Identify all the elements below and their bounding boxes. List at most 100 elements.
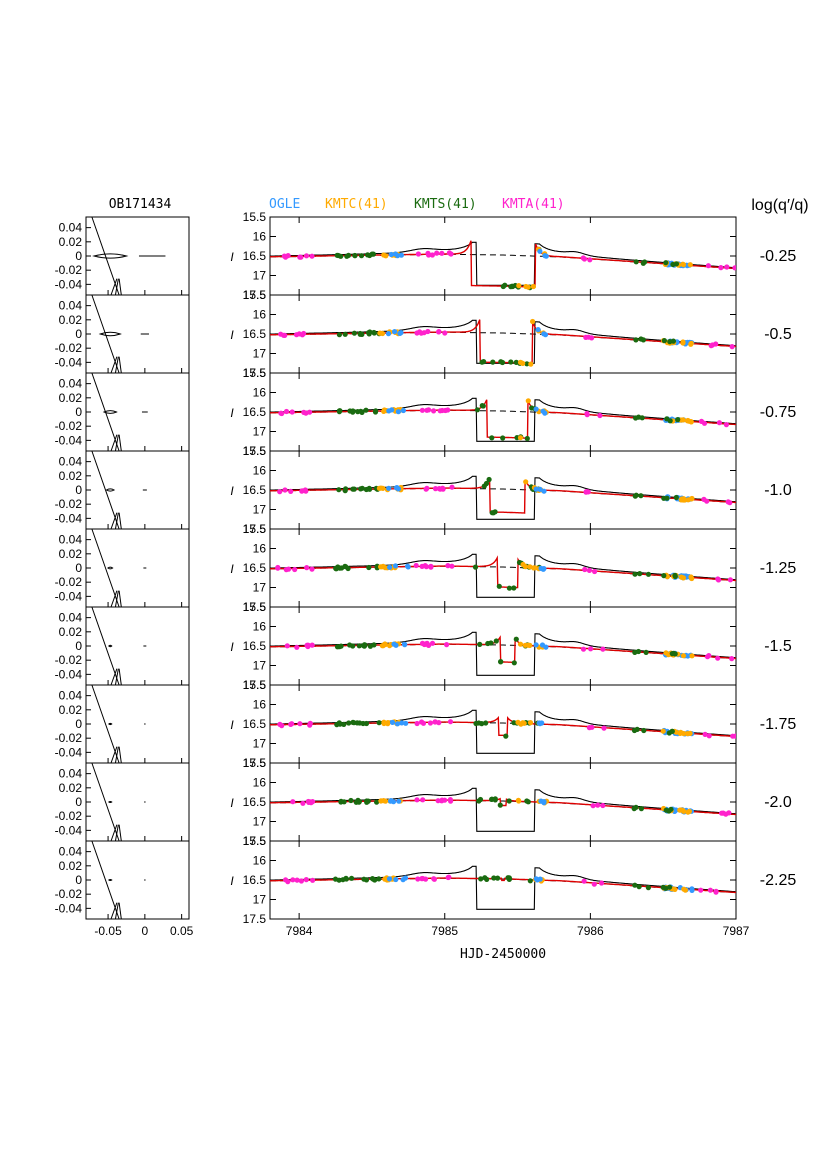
kmts-point bbox=[483, 480, 490, 487]
kmta-point bbox=[705, 263, 712, 269]
kmta-point bbox=[698, 887, 704, 893]
legend-entry: KMTC(41) bbox=[325, 197, 388, 212]
kmta-point bbox=[587, 257, 593, 263]
kmta-point bbox=[420, 875, 426, 882]
y-tick-label: 16.5 bbox=[243, 483, 267, 497]
caustic-y-tick-label: 0.04 bbox=[59, 221, 83, 235]
kmtc-point bbox=[516, 798, 522, 804]
ogle-point bbox=[541, 800, 547, 806]
kmts-point bbox=[505, 875, 511, 881]
panel: 0.040.020-0.02-0.04 15.5 16 16.5 17 17.5 I -2.0 bbox=[55, 756, 792, 848]
kmta-point bbox=[600, 802, 606, 809]
ogle-point bbox=[395, 409, 401, 415]
panel: 0.040.020-0.02-0.04 15.5 16 16.5 17 17.5 I -1.5 bbox=[55, 600, 792, 692]
lightcurve bbox=[270, 553, 736, 598]
y-axis-label: I bbox=[230, 250, 234, 264]
single-lens-model bbox=[270, 409, 734, 425]
y-tick-label: 17.5 bbox=[243, 288, 267, 302]
kmta-point bbox=[294, 644, 300, 650]
kmts-point bbox=[351, 330, 357, 336]
kmts-point bbox=[348, 797, 354, 804]
kmta-point bbox=[289, 409, 295, 415]
kmts-point bbox=[491, 875, 497, 881]
y-tick-label: 17.5 bbox=[243, 366, 267, 380]
kmts-point bbox=[347, 642, 353, 648]
caustic-y-tick-label: -0.02 bbox=[55, 497, 83, 511]
kmts-point bbox=[506, 585, 512, 591]
kmtc-point bbox=[385, 720, 391, 726]
kmts-point bbox=[493, 638, 499, 644]
kmts-point bbox=[513, 636, 519, 642]
kmtc-point bbox=[528, 361, 534, 367]
kmts-point bbox=[371, 329, 377, 336]
kmts-point bbox=[345, 565, 351, 572]
caustic-y-tick-label: -0.04 bbox=[55, 901, 83, 915]
source-trajectory bbox=[91, 762, 122, 842]
kmta-point bbox=[580, 255, 586, 261]
kmts-point bbox=[346, 720, 352, 726]
kmtc-point bbox=[378, 798, 384, 804]
kmts-point bbox=[671, 650, 677, 657]
trajectory-line bbox=[110, 434, 118, 452]
kmts-point bbox=[474, 407, 480, 413]
kmts-point bbox=[477, 641, 483, 648]
kmta-point bbox=[708, 343, 714, 349]
kmta-point bbox=[439, 250, 445, 256]
log-q-ratio-label: -1.0 bbox=[764, 482, 792, 499]
caustic-y-tick-label: 0.02 bbox=[59, 235, 83, 249]
y-axis-label: I bbox=[230, 406, 234, 420]
ogle-point bbox=[400, 407, 406, 414]
kmts-point bbox=[667, 884, 673, 890]
ogle-point bbox=[405, 563, 411, 569]
caustic-y-tick-label: 0.02 bbox=[59, 781, 83, 795]
kmts-point bbox=[640, 337, 647, 343]
ogle-point bbox=[391, 641, 397, 647]
kmtc-point bbox=[681, 730, 687, 737]
kmts-point bbox=[525, 799, 531, 805]
y-tick-label: 16 bbox=[253, 542, 267, 556]
kmts-point bbox=[344, 253, 350, 259]
kmts-point bbox=[524, 361, 530, 367]
ogle-point bbox=[394, 485, 400, 491]
legend-entry: KMTS(41) bbox=[414, 197, 477, 212]
caustic-y-tick-label: 0 bbox=[75, 249, 82, 263]
kmts-point bbox=[369, 876, 376, 882]
kmts-point bbox=[335, 252, 341, 259]
caustic-frame bbox=[85, 762, 190, 842]
kmts-point bbox=[336, 720, 342, 726]
ogle-point bbox=[540, 408, 546, 414]
kmts-point bbox=[336, 487, 342, 493]
y-tick-label: 15.5 bbox=[243, 288, 267, 302]
kmts-point bbox=[499, 359, 506, 366]
kmta-point bbox=[600, 646, 606, 652]
kmts-point bbox=[637, 571, 643, 577]
kmts-point bbox=[490, 359, 496, 365]
kmta-point bbox=[421, 330, 427, 336]
kmta-point bbox=[598, 880, 605, 886]
kmts-point bbox=[673, 494, 679, 501]
kmts-point bbox=[333, 566, 339, 572]
lightcurve bbox=[270, 397, 736, 442]
ogle-point bbox=[386, 485, 392, 491]
kmta-point bbox=[300, 800, 306, 806]
kmta-point bbox=[706, 653, 712, 659]
lightcurve bbox=[270, 240, 736, 291]
ogle-point bbox=[386, 876, 393, 882]
kmts-point bbox=[529, 405, 535, 411]
caustic-y-tick-label: -0.04 bbox=[55, 433, 83, 447]
kmts-point bbox=[359, 485, 365, 491]
kmta-point bbox=[307, 720, 313, 726]
y-tick-label: 16 bbox=[253, 698, 267, 712]
trajectory-line bbox=[110, 512, 118, 530]
kmtc-point bbox=[688, 496, 695, 502]
kmts-point bbox=[367, 252, 373, 259]
caustic-y-tick-label: 0.02 bbox=[59, 313, 83, 327]
kmts-point bbox=[632, 571, 638, 577]
caustic bbox=[92, 253, 129, 259]
kmts-point bbox=[527, 878, 533, 884]
kmta-point bbox=[294, 877, 300, 883]
kmta-point bbox=[431, 408, 437, 414]
trajectory-line bbox=[114, 902, 119, 920]
y-tick-label: 17 bbox=[253, 503, 267, 517]
y-tick-label: 16.5 bbox=[243, 327, 267, 341]
